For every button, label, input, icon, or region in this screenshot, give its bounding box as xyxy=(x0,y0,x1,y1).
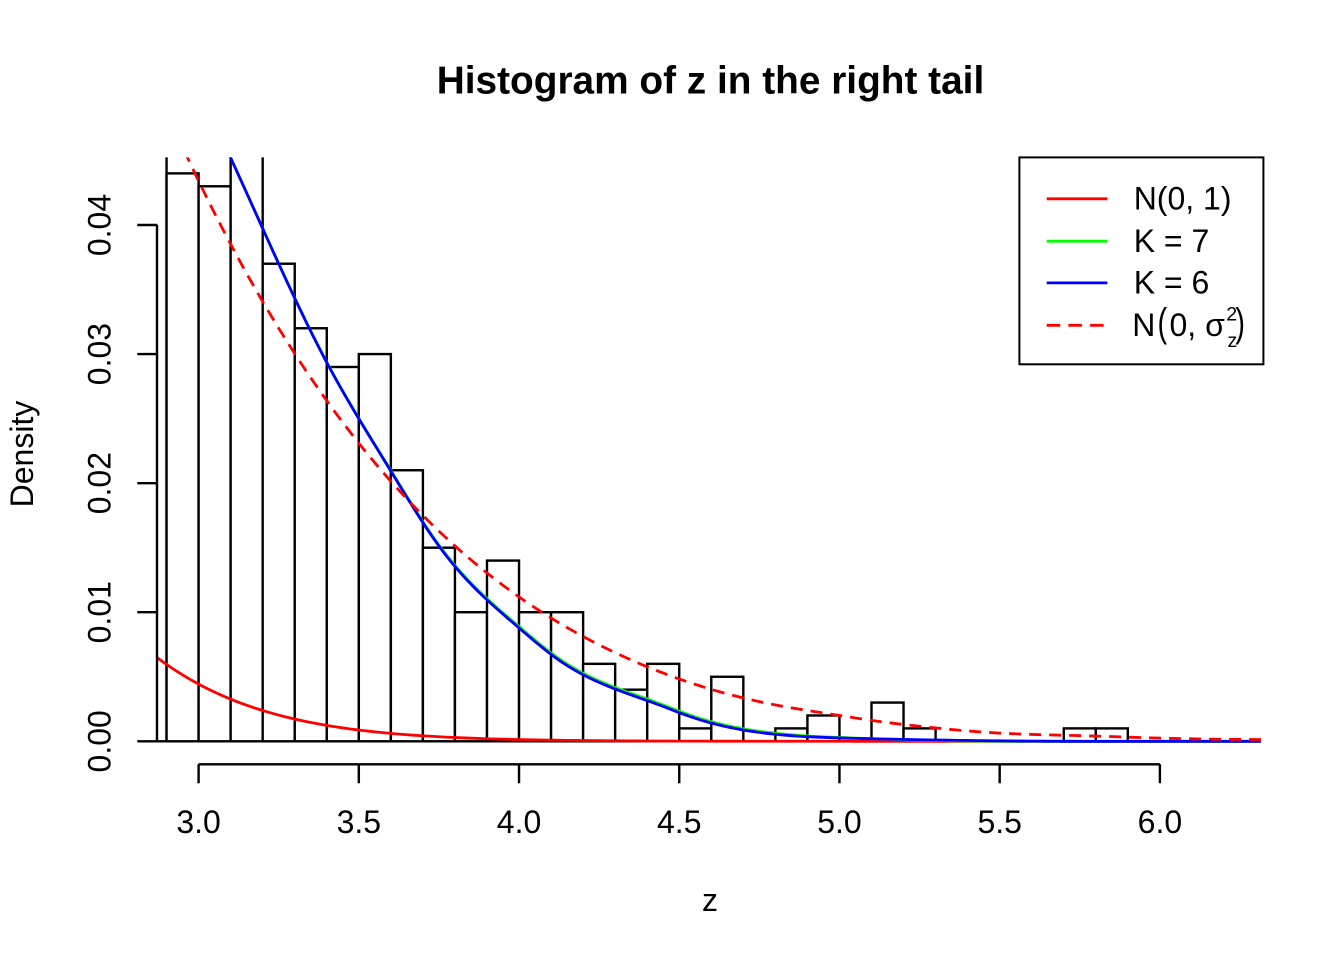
svg-text:0, σ: 0, σ xyxy=(1170,307,1226,343)
svg-text:3.5: 3.5 xyxy=(337,804,381,840)
svg-text:Density: Density xyxy=(4,401,40,508)
svg-text:N: N xyxy=(1132,307,1155,343)
svg-text:5.0: 5.0 xyxy=(817,804,861,840)
svg-text:4.0: 4.0 xyxy=(497,804,541,840)
svg-text:z: z xyxy=(1228,330,1238,352)
svg-text:K = 7: K = 7 xyxy=(1134,223,1210,259)
svg-text:5.5: 5.5 xyxy=(977,804,1021,840)
svg-text:6.0: 6.0 xyxy=(1138,804,1182,840)
svg-text:2: 2 xyxy=(1226,304,1237,326)
svg-text:0.00: 0.00 xyxy=(82,710,118,772)
svg-text:0.02: 0.02 xyxy=(82,452,118,514)
svg-text:0.01: 0.01 xyxy=(82,581,118,643)
svg-text:(: ( xyxy=(1158,301,1168,346)
svg-text:0.03: 0.03 xyxy=(82,323,118,385)
svg-text:N(0, 1): N(0, 1) xyxy=(1134,181,1232,217)
svg-text:0.04: 0.04 xyxy=(82,194,118,256)
svg-text:): ) xyxy=(1235,301,1245,346)
svg-text:z: z xyxy=(702,882,718,918)
svg-text:3.0: 3.0 xyxy=(176,804,220,840)
svg-text:Histogram of z in the right ta: Histogram of z in the right tail xyxy=(437,60,984,103)
svg-text:K = 6: K = 6 xyxy=(1134,265,1210,301)
svg-text:4.5: 4.5 xyxy=(657,804,701,840)
